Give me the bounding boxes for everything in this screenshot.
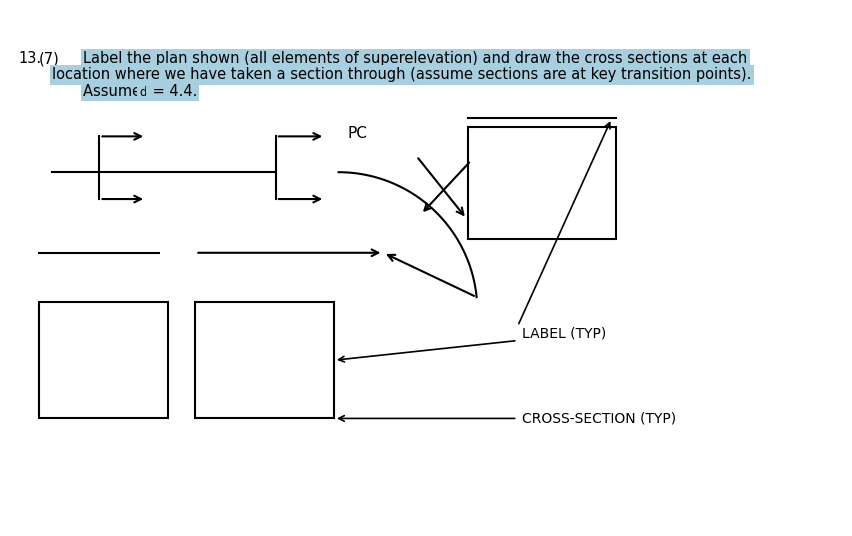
Text: location where we have taken a section through (assume sections are at key trans: location where we have taken a section t…: [52, 68, 751, 83]
Text: (7): (7): [38, 51, 60, 66]
Text: d: d: [139, 86, 147, 99]
Text: Assume e: Assume e: [83, 84, 155, 99]
Bar: [195, 302, 334, 419]
Text: LABEL (TYP): LABEL (TYP): [522, 326, 607, 340]
Text: CROSS-SECTION (TYP): CROSS-SECTION (TYP): [522, 412, 676, 426]
Text: PC: PC: [348, 126, 367, 141]
Text: Label the plan shown (all elements of superelevation) and draw the cross section: Label the plan shown (all elements of su…: [83, 51, 747, 66]
Text: 13.: 13.: [19, 51, 42, 66]
Bar: [38, 302, 169, 419]
Bar: [469, 128, 616, 240]
Text: = 4.4.: = 4.4.: [148, 84, 197, 99]
